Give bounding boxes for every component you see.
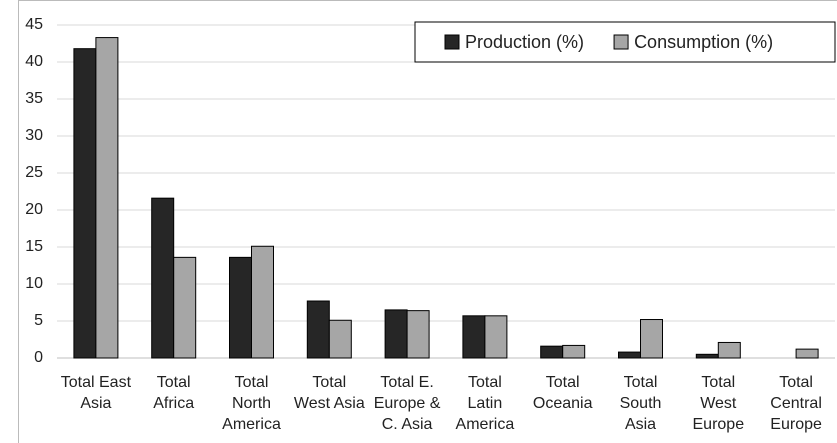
y-tick-label: 45	[25, 16, 43, 33]
y-tick-label: 25	[25, 164, 43, 181]
y-tick-label: 5	[34, 312, 43, 329]
bar	[484, 315, 508, 359]
frame	[18, 0, 837, 443]
bar	[540, 345, 564, 359]
x-tick-label: Total East Asia	[60, 374, 132, 412]
x-tick-label: Total North America	[222, 374, 281, 433]
bar	[151, 197, 175, 359]
y-tick-label: 20	[25, 201, 43, 218]
y-tick-label: 10	[25, 275, 43, 292]
x-tick-label: Total Latin America	[455, 374, 515, 433]
x-tick-label: Total Oceania	[532, 374, 593, 412]
bar	[795, 348, 819, 359]
bar	[562, 344, 586, 359]
legend-label: Production (%)	[465, 32, 584, 52]
bar	[462, 315, 486, 359]
x-tick-label: Total West Asia	[293, 374, 365, 412]
bar	[173, 256, 197, 359]
legend-swatch	[444, 34, 460, 50]
bar	[717, 341, 741, 359]
y-tick-label: 15	[25, 238, 43, 255]
bar	[328, 319, 352, 359]
bar	[229, 256, 252, 359]
legend-label: Consumption (%)	[634, 32, 773, 52]
bar	[640, 319, 663, 359]
x-tick-label: Total Central Europe	[770, 374, 822, 433]
y-tick-label: 0	[34, 349, 43, 366]
x-tick-label: Total South Asia	[619, 374, 662, 433]
bar	[406, 310, 430, 359]
x-tick-label: Total Africa	[153, 374, 195, 412]
bar	[384, 309, 408, 359]
y-tick-label: 35	[25, 90, 43, 107]
x-tick-label: Total West Europe	[692, 374, 745, 433]
bar	[695, 353, 719, 359]
x-tick-label: Total E. Europe & C. Asia	[373, 374, 441, 433]
y-tick-label: 40	[25, 53, 43, 70]
bar	[95, 37, 119, 359]
bar	[618, 351, 641, 359]
legend-swatch	[613, 34, 629, 50]
bar	[251, 245, 274, 359]
bar	[306, 300, 330, 359]
bar	[73, 48, 97, 359]
y-tick-label: 30	[25, 127, 43, 144]
